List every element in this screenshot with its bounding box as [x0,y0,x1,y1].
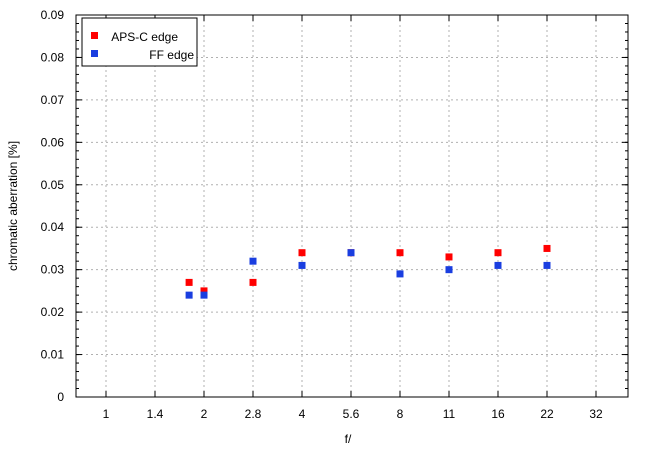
points [185,244,551,299]
legend-box [81,17,198,67]
y-axis-label: chromatic aberration [%] [6,141,20,271]
legend-marker-apsc [91,32,98,39]
data-point-apsc [249,278,257,286]
y-tick-label: 0.03 [41,263,65,277]
ticks: 1 1.4 2 2.8 4 5.6 8 11 16 22 32 0 0.01 0.02 0.03 0.04 0.… [41,8,628,421]
legend: APS-C edge FF edge [81,17,198,67]
plot-frame [75,14,629,398]
legend-marker-ff [91,50,98,57]
data-point-ff [543,261,551,269]
data-point-apsc [185,278,193,286]
x-tick-label: 5.6 [343,407,360,421]
data-point-apsc [445,253,453,261]
x-tick-label: 8 [397,407,404,421]
x-tick-label: 4 [299,407,306,421]
x-tick-label: 2 [201,407,208,421]
data-point-apsc [298,249,306,257]
data-point-ff [298,261,306,269]
legend-label-apsc: APS-C edge [111,30,178,44]
data-point-ff [396,270,404,278]
x-tick-label: 22 [540,407,554,421]
y-tick-label: 0.04 [41,220,65,234]
data-point-ff [347,249,355,257]
x-tick-label: 32 [589,407,603,421]
x-tick-label: 2.8 [245,407,262,421]
x-tick-label: 16 [491,407,505,421]
y-tick-label: 0.08 [41,50,65,64]
data-point-ff [445,266,453,274]
legend-label-ff: FF edge [149,48,194,62]
x-tick-label: 1.4 [147,407,164,421]
data-point-apsc [494,249,502,257]
data-point-apsc [396,249,404,257]
grid [76,15,628,397]
x-axis-label: f/ [345,432,352,446]
data-point-ff [249,257,257,265]
data-point-ff [200,291,208,299]
y-tick-label: 0.09 [41,8,65,22]
y-tick-label: 0 [57,390,64,404]
data-point-apsc [200,287,208,295]
y-tick-label: 0.02 [41,305,65,319]
x-tick-label: 1 [103,407,110,421]
x-tick-label: 11 [443,407,456,421]
y-tick-label: 0.01 [41,348,65,362]
data-point-ff [494,261,502,269]
data-point-ff [185,291,193,299]
y-tick-label: 0.07 [41,93,65,107]
y-tick-label: 0.05 [41,178,65,192]
data-point-apsc [543,244,551,252]
y-tick-label: 0.06 [41,135,65,149]
